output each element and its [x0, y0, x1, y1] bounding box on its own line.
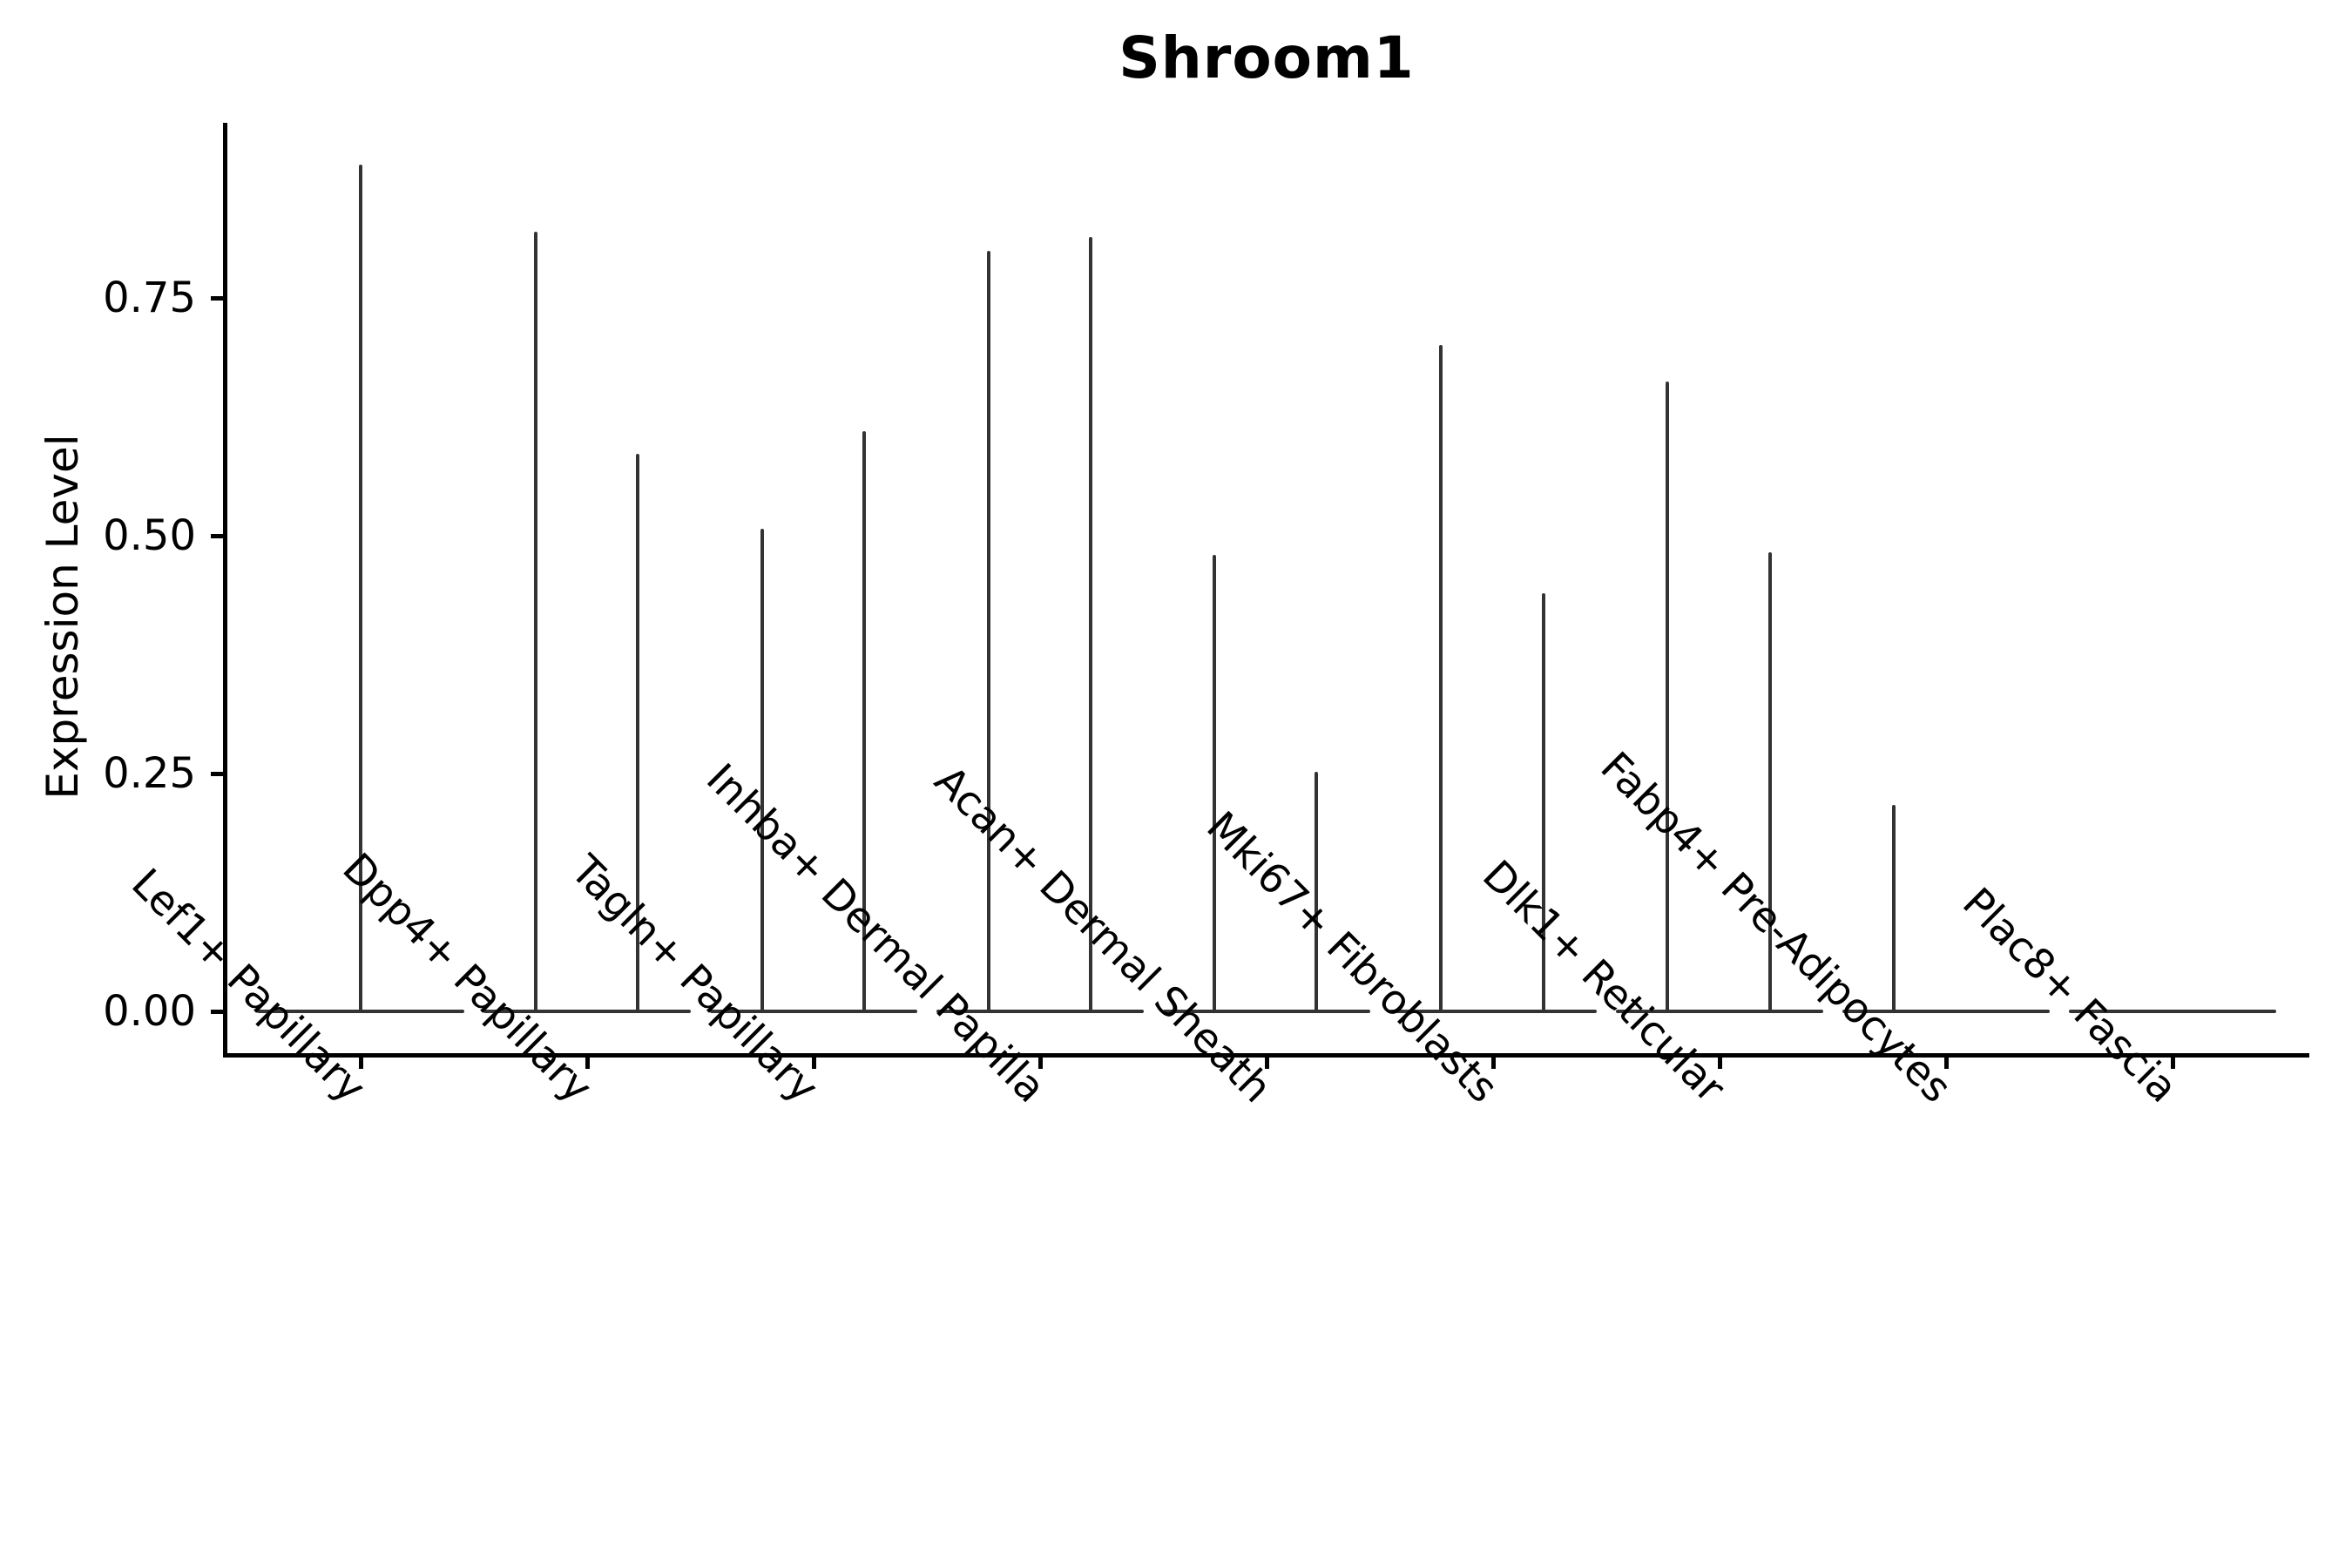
violin-spike: [533, 231, 538, 1013]
x-tick-label: Tagln+ Papillary: [561, 846, 828, 1112]
violin-spike: [1088, 237, 1093, 1013]
y-axis-label: Expression Level: [37, 434, 88, 800]
x-tick-mark: [1264, 1055, 1269, 1069]
y-tick-mark: [211, 533, 225, 538]
violin-baseline: [1389, 1009, 1598, 1014]
x-tick-mark: [1943, 1055, 1949, 1069]
plot-title: Shroom1: [1119, 24, 1415, 91]
violin-spike: [1212, 554, 1217, 1013]
violin-spike: [1541, 592, 1546, 1013]
violin-spike: [1767, 551, 1773, 1013]
x-tick-mark: [585, 1055, 590, 1069]
violin-spike: [358, 165, 363, 1013]
violin-spike: [1438, 344, 1443, 1013]
x-tick-mark: [2170, 1055, 2175, 1069]
violin-baseline: [1162, 1009, 1371, 1014]
x-tick-label: Dlk1+ Reticular: [1472, 851, 1734, 1112]
violin-spike: [1314, 771, 1319, 1013]
y-tick-mark: [211, 295, 225, 301]
y-tick-label: 0.75: [103, 274, 196, 322]
violin-spike: [862, 430, 867, 1013]
violin-spike: [1665, 382, 1670, 1013]
violin-spike: [760, 529, 765, 1013]
x-tick-mark: [1490, 1055, 1496, 1069]
violin-spike: [1891, 805, 1896, 1013]
x-tick-mark: [811, 1055, 816, 1069]
violin-baseline: [2068, 1009, 2277, 1014]
y-tick-label: 0.50: [103, 511, 196, 560]
violin-spike: [986, 251, 991, 1013]
violin-baseline: [936, 1009, 1145, 1014]
violin-baseline: [483, 1009, 692, 1014]
x-tick-label: Dpp4+ Papillary: [333, 844, 602, 1112]
y-tick-mark: [211, 1009, 225, 1014]
violin-spike: [635, 454, 640, 1013]
y-axis-spine: [222, 123, 227, 1057]
violin-baseline: [709, 1009, 918, 1014]
x-tick-mark: [1717, 1055, 1722, 1069]
y-tick-label: 0.25: [103, 749, 196, 798]
y-tick-mark: [211, 771, 225, 776]
x-tick-mark: [358, 1055, 363, 1069]
x-tick-label: Plac8+ Fascia: [1953, 878, 2187, 1112]
violin-baseline: [1615, 1009, 1824, 1014]
x-tick-mark: [1037, 1055, 1043, 1069]
y-tick-label: 0.00: [103, 987, 196, 1036]
violin-baseline: [1842, 1009, 2051, 1014]
